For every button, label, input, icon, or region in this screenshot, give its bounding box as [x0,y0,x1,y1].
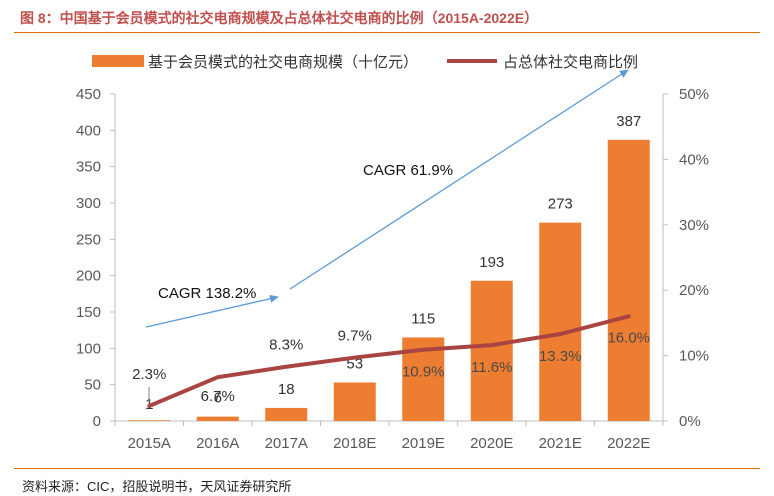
chart-title: 图 8：中国基于会员模式的社交电商规模及占总体社交电商的比例（2015A-202… [20,10,539,26]
y-left-tick-label: 350 [76,159,101,176]
line-value-label: 11.6% [471,359,512,376]
bar [196,416,239,421]
y-left-tick-label: 300 [76,195,101,212]
line-value-label: 13.3% [539,348,582,365]
line-value-label: 8.3% [269,337,303,354]
y-right-ticks: 0% 10% 20% 30% 40% 50% [663,86,709,430]
bar-value-label: 115 [411,310,435,327]
x-tick-label: 2017A [265,435,308,452]
bar-value-label: 193 [479,254,504,271]
bar-value-label: 18 [278,381,295,398]
chart: 基于会员模式的社交电商规模（十亿元） 占总体社交电商比例 0 50 100 150 20… [76,53,709,452]
y-left-tick-label: 450 [76,86,101,103]
x-tick-label: 2021E [539,435,582,452]
share-line-layer [147,314,631,408]
legend-bar-swatch [92,55,144,67]
y-right-tick-label: 30% [679,217,709,234]
y-right-tick-label: 20% [679,282,709,299]
y-left-tick-label: 0 [93,413,101,430]
y-left-ticks: 0 50 100 150 200 250 300 350 400 450 [76,86,115,430]
cagr-arrow-2 [289,69,629,290]
line-value-label: 16.0% [607,329,650,346]
y-left-tick-label: 100 [76,340,101,357]
y-left-tick-label: 50 [84,377,101,394]
x-tick-label: 2015A [128,435,171,452]
line-labels: 2.3% 6.7% 8.3% 9.7% 10.9% 11.6% 13.3% 16.0% [132,328,650,406]
title-rule [14,32,760,33]
line-value-label: 6.7% [201,388,235,405]
line-value-label: 10.9% [402,364,445,381]
source-note: 资料来源：CIC，招股说明书，天风证券研究所 [22,479,292,494]
bar-value-label: 387 [616,113,641,130]
bar [333,382,376,421]
bar [539,222,582,421]
x-tick-label: 2018E [333,435,376,452]
x-tick-label: 2022E [607,435,650,452]
y-right-tick-label: 40% [679,151,709,168]
footer-rule [14,468,760,469]
y-right-tick-label: 0% [679,413,701,430]
x-ticks: 2015A 2016A 2017A 2018E 2019E 2020E 2021E 2022E [114,421,664,452]
bar [128,420,171,421]
share-line [147,314,631,408]
bar [470,280,513,421]
y-left-tick-label: 200 [76,268,101,285]
bars [128,139,650,421]
bar [265,407,308,421]
x-tick-label: 2019E [402,435,445,452]
legend-bar-label: 基于会员模式的社交电商规模（十亿元） [148,53,418,71]
x-tick-label: 2020E [470,435,513,452]
line-value-label: 2.3% [132,366,166,383]
bar [607,139,650,421]
y-left-tick-label: 150 [76,304,101,321]
x-tick-label: 2016A [196,435,239,452]
y-left-tick-label: 250 [76,231,101,248]
y-left-tick-label: 400 [76,122,101,139]
cagr-annotation-2: CAGR 61.9% [363,162,453,179]
bar-value-label: 273 [548,196,573,213]
y-right-tick-label: 10% [679,348,709,365]
line-value-label: 9.7% [338,328,372,345]
cagr-annotation-1: CAGR 138.2% [158,285,256,302]
cagr-arrow-1 [145,294,279,328]
legend-line-label: 占总体社交电商比例 [503,53,638,71]
bar-value-label: 6 [214,390,222,407]
y-right-tick-label: 50% [679,86,709,103]
